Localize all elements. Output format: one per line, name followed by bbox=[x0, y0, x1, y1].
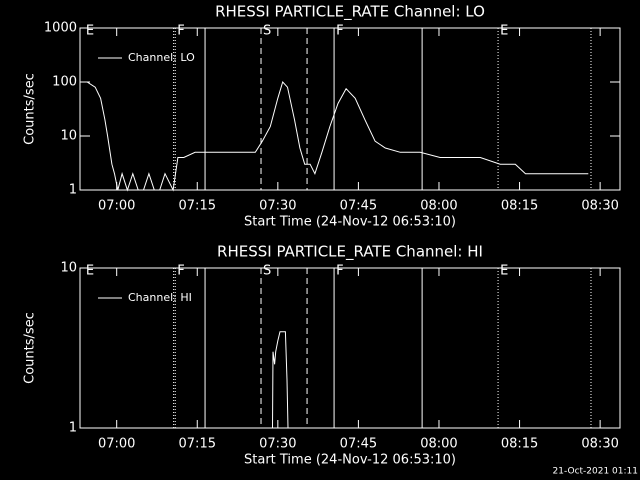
y-tick-label: 10 bbox=[60, 129, 77, 144]
y-tick-label: 100 bbox=[52, 75, 77, 90]
plot-frame bbox=[79, 267, 621, 429]
x-tick-label: 07:15 bbox=[179, 199, 216, 214]
y-tick-label: 1 bbox=[69, 421, 77, 436]
x-tick-label: 07:45 bbox=[340, 199, 377, 214]
x-tick-label: 08:00 bbox=[420, 199, 457, 214]
event-label: F bbox=[177, 24, 184, 39]
x-tick-label: 08:30 bbox=[581, 437, 618, 452]
x-tick-label: 08:30 bbox=[581, 199, 618, 214]
x-tick-label: 07:00 bbox=[98, 437, 135, 452]
y-tick-label: 1000 bbox=[44, 21, 77, 36]
y-tick-label: 1 bbox=[69, 183, 77, 198]
chart-title: RHESSI PARTICLE_RATE Channel: HI bbox=[217, 243, 483, 262]
x-tick-label: 07:15 bbox=[179, 437, 216, 452]
event-label: F bbox=[177, 264, 184, 279]
y-tick-label: 10 bbox=[60, 261, 77, 276]
x-axis-label: Start Time (24-Nov-12 06:53:10) bbox=[244, 215, 456, 230]
footer: 21-Oct-2021 01:11 bbox=[553, 467, 638, 477]
event-label: S bbox=[263, 24, 271, 39]
x-tick-label: 07:30 bbox=[259, 199, 296, 214]
legend-label: Channel: HI bbox=[128, 291, 192, 304]
x-tick-label: 07:00 bbox=[98, 199, 135, 214]
data-line bbox=[272, 331, 289, 429]
x-tick-label: 07:45 bbox=[340, 437, 377, 452]
chart-title: RHESSI PARTICLE_RATE Channel: LO bbox=[215, 3, 485, 22]
x-axis-label: Start Time (24-Nov-12 06:53:10) bbox=[244, 453, 456, 468]
event-label: E bbox=[86, 24, 94, 39]
x-tick-label: 07:30 bbox=[259, 437, 296, 452]
event-label: E bbox=[500, 24, 508, 39]
event-label: F bbox=[336, 24, 343, 39]
plot-frame bbox=[79, 27, 621, 191]
event-label: E bbox=[86, 264, 94, 279]
data-line bbox=[80, 81, 589, 192]
x-tick-label: 08:15 bbox=[501, 199, 538, 214]
x-tick-label: 08:15 bbox=[501, 437, 538, 452]
legend-label: Channel: LO bbox=[128, 51, 195, 64]
event-label: F bbox=[336, 264, 343, 279]
y-axis-label: Counts/sec bbox=[23, 312, 38, 384]
y-axis-label: Counts/sec bbox=[23, 73, 38, 145]
event-label: S bbox=[263, 264, 271, 279]
x-tick-label: 08:00 bbox=[420, 437, 457, 452]
event-label: E bbox=[500, 264, 508, 279]
